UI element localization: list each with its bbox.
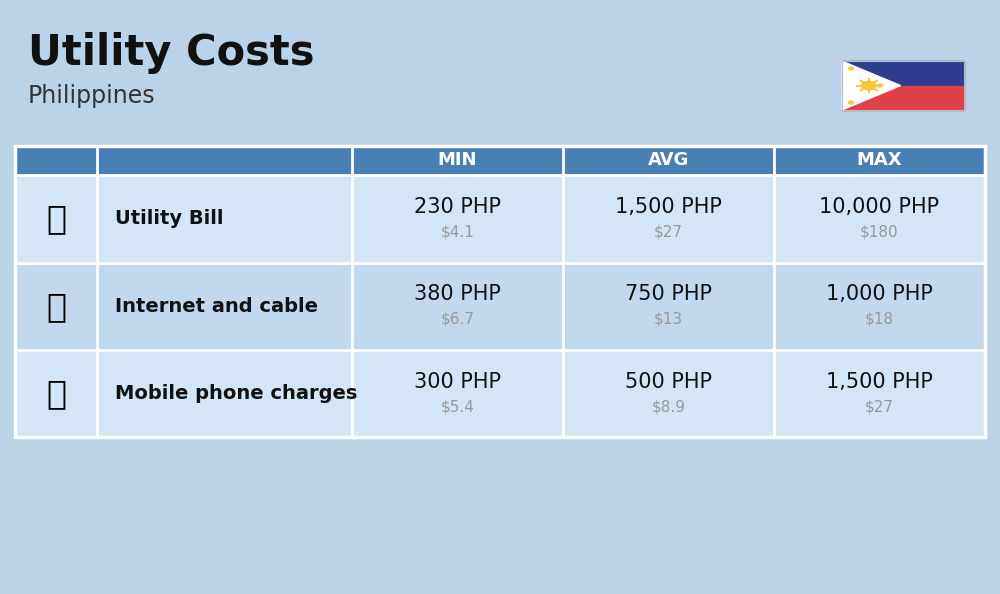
Circle shape — [862, 81, 876, 90]
Text: 🔧: 🔧 — [46, 203, 66, 235]
Text: 1,500 PHP: 1,500 PHP — [826, 372, 933, 391]
Text: 500 PHP: 500 PHP — [625, 372, 712, 391]
Circle shape — [848, 101, 854, 104]
Text: $4.1: $4.1 — [441, 225, 474, 239]
Text: Philippines: Philippines — [28, 84, 156, 108]
Text: 10,000 PHP: 10,000 PHP — [819, 197, 940, 217]
Text: MIN: MIN — [438, 151, 477, 169]
Text: 300 PHP: 300 PHP — [414, 372, 501, 391]
Text: MAX: MAX — [857, 151, 902, 169]
Circle shape — [878, 84, 883, 87]
Text: AVG: AVG — [648, 151, 689, 169]
Text: 📱: 📱 — [46, 377, 66, 410]
Text: Utility Bill: Utility Bill — [115, 210, 224, 228]
Text: 1,500 PHP: 1,500 PHP — [615, 197, 722, 217]
Text: Internet and cable: Internet and cable — [115, 297, 318, 315]
Text: Utility Costs: Utility Costs — [28, 33, 314, 74]
Text: 1,000 PHP: 1,000 PHP — [826, 285, 933, 304]
FancyBboxPatch shape — [842, 86, 964, 110]
FancyBboxPatch shape — [842, 61, 964, 86]
Text: $27: $27 — [654, 225, 683, 239]
FancyBboxPatch shape — [15, 146, 985, 175]
Text: $6.7: $6.7 — [440, 312, 474, 327]
FancyBboxPatch shape — [15, 263, 985, 350]
Text: $180: $180 — [860, 225, 899, 239]
Text: $5.4: $5.4 — [441, 399, 474, 414]
FancyBboxPatch shape — [15, 175, 985, 263]
Text: 📶: 📶 — [46, 290, 66, 323]
Text: 750 PHP: 750 PHP — [625, 285, 712, 304]
Text: $8.9: $8.9 — [651, 399, 685, 414]
Polygon shape — [842, 61, 901, 110]
Text: $18: $18 — [865, 312, 894, 327]
Text: $27: $27 — [865, 399, 894, 414]
Text: Mobile phone charges: Mobile phone charges — [115, 384, 357, 403]
Circle shape — [848, 67, 854, 70]
Text: 380 PHP: 380 PHP — [414, 285, 501, 304]
Text: $13: $13 — [654, 312, 683, 327]
FancyBboxPatch shape — [15, 350, 985, 437]
Text: 230 PHP: 230 PHP — [414, 197, 501, 217]
